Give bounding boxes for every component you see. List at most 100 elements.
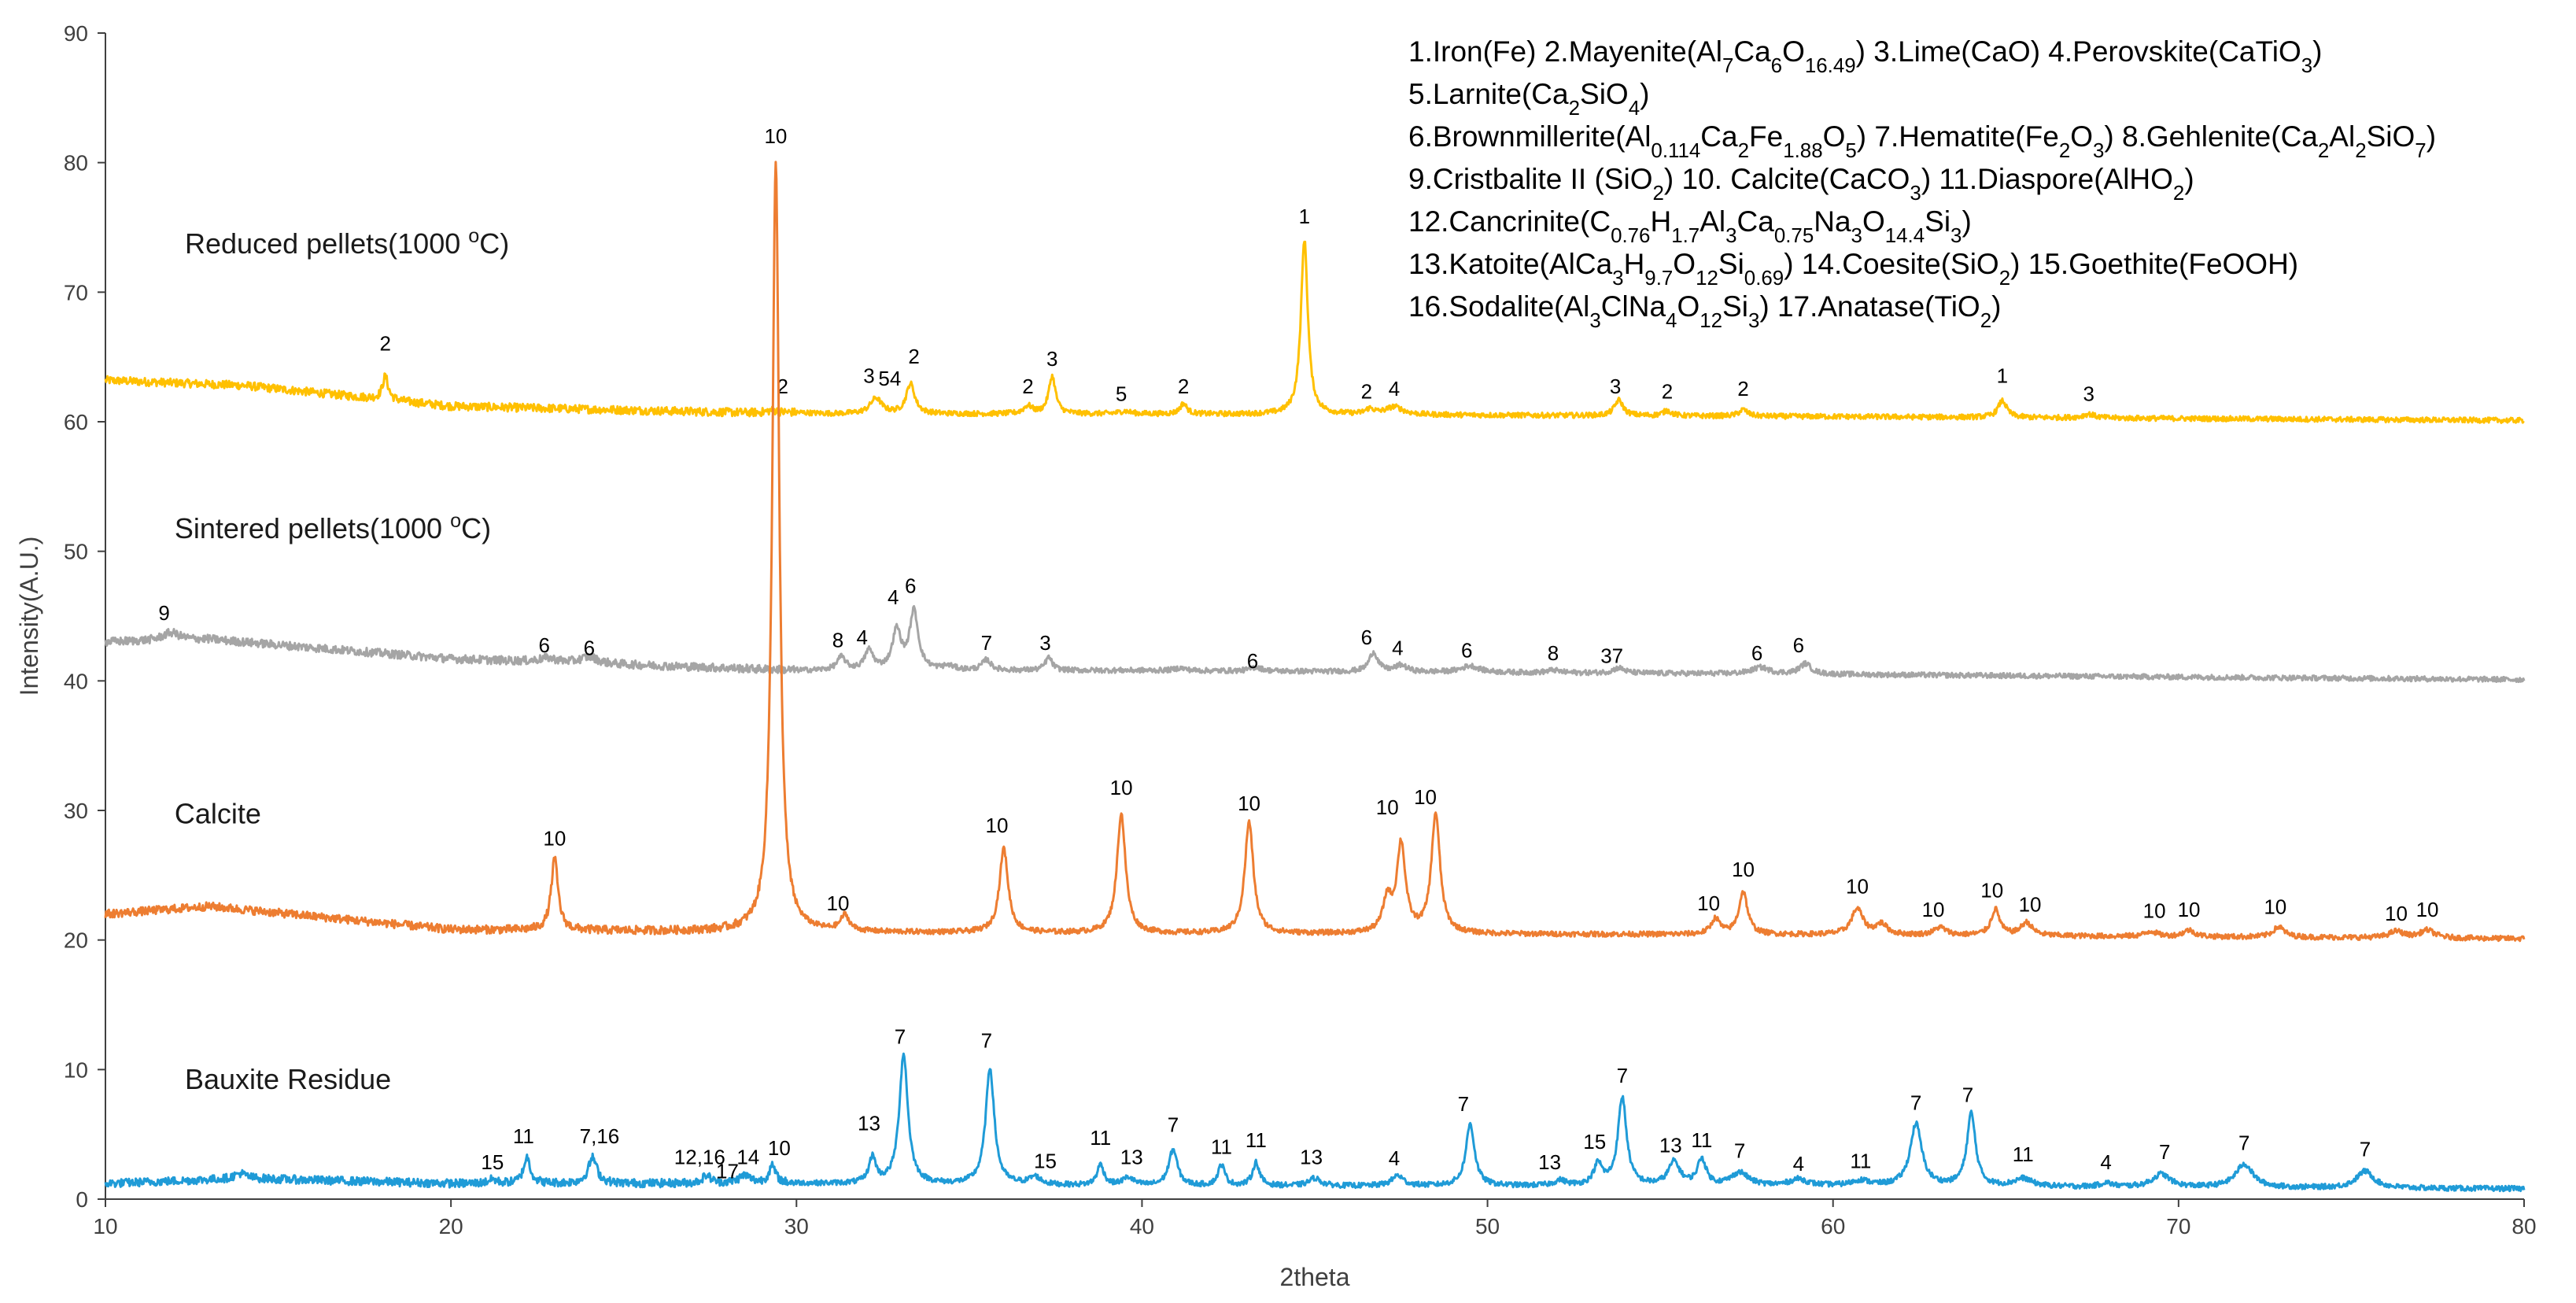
- peak-label: 10: [1376, 795, 1399, 819]
- peak-label: 1: [1997, 364, 2008, 388]
- y-tick-label: 10: [64, 1058, 88, 1082]
- series-name-label: Reduced pellets(1000 oC): [185, 225, 509, 260]
- y-tick-label: 90: [64, 21, 88, 46]
- peak-label: 3: [2083, 382, 2094, 406]
- peak-label: 6: [1751, 641, 1762, 665]
- x-tick-label: 40: [1130, 1214, 1154, 1238]
- peak-label: 2: [908, 345, 919, 368]
- phase-legend: 1.Iron(Fe) 2.Mayenite(Al7Ca6O16.49) 3.Li…: [1408, 35, 2436, 332]
- peak-label: 6: [538, 633, 549, 657]
- series-line: [104, 161, 2526, 943]
- peak-label: 3: [1046, 347, 1057, 371]
- peak-label: 10: [1414, 785, 1437, 809]
- x-tick-label: 30: [784, 1214, 809, 1238]
- x-axis-ticks: 10 20 30 40 50 60 70 80: [93, 1199, 2537, 1238]
- y-tick-label: 70: [64, 280, 88, 305]
- peak-label: 7: [1168, 1113, 1179, 1136]
- peak-label: 10: [2385, 902, 2408, 925]
- peak-label: 15: [1034, 1149, 1057, 1172]
- peak-label: 3: [1610, 375, 1621, 398]
- peak-label: 11: [1691, 1128, 1712, 1152]
- peak-label: 11: [2013, 1142, 2034, 1166]
- peak-label: 4: [1793, 1152, 1804, 1176]
- peak-label: 10: [2143, 899, 2166, 923]
- legend-line: 12.Cancrinite(C0.76H1.7Al3Ca0.75Na3O14.4…: [1408, 205, 1972, 247]
- peak-label: 4: [1392, 636, 1403, 659]
- peak-label: 10: [2019, 892, 2042, 916]
- series-name-label: Calcite: [175, 797, 261, 829]
- peak-label: 2: [1737, 377, 1748, 400]
- peak-label: 6: [1793, 633, 1804, 657]
- peak-label: 7,16: [580, 1124, 620, 1148]
- peak-label: 7: [2238, 1131, 2249, 1154]
- peak-label: 3: [1039, 631, 1050, 655]
- peak-label: 4: [1389, 377, 1400, 400]
- legend-line: 9.Cristbalite II (SiO2) 10. Calcite(CaCO…: [1408, 163, 2194, 205]
- series-line: [104, 240, 2525, 424]
- peak-label: 17: [716, 1160, 739, 1183]
- peak-label: 11: [1850, 1149, 1871, 1172]
- x-tick-label: 60: [1821, 1214, 1845, 1238]
- peak-label: 7: [1617, 1064, 1628, 1087]
- y-tick-label: 20: [64, 928, 88, 953]
- y-tick-label: 50: [64, 540, 88, 564]
- peak-label: 4: [888, 585, 899, 609]
- peak-label: 2: [1178, 375, 1189, 398]
- peak-label: 9: [158, 601, 169, 625]
- peak-label: 14: [736, 1146, 759, 1169]
- peak-label: 54: [878, 367, 901, 390]
- series-2: Calcite 10 10 10 10 10 10 10 10 10 10 10 10 10 10 10 10 1…: [104, 124, 2526, 943]
- y-axis-ticks: 0 10 20 30 40 50 60 70 80 90: [64, 21, 105, 1212]
- peak-label: 4: [2100, 1150, 2111, 1174]
- peak-label: 6: [1361, 626, 1372, 649]
- peak-label: 10: [2178, 898, 2201, 921]
- peak-label: 10: [543, 826, 566, 850]
- peak-label: 13: [1659, 1134, 1682, 1157]
- peak-label: 13: [1120, 1146, 1143, 1169]
- x-tick-label: 20: [439, 1214, 463, 1238]
- peak-label: 13: [1538, 1150, 1561, 1174]
- peak-label: 10: [2416, 898, 2439, 921]
- x-tick-label: 80: [2511, 1214, 2536, 1238]
- series-name-label: Sintered pellets(1000 oC): [175, 510, 491, 544]
- peak-label: 10: [1110, 776, 1133, 799]
- peak-label: 5: [1116, 382, 1127, 406]
- y-tick-label: 0: [76, 1187, 88, 1212]
- peak-label: 11: [1246, 1128, 1267, 1152]
- x-tick-label: 70: [2166, 1214, 2190, 1238]
- y-tick-label: 30: [64, 799, 88, 823]
- legend-line: 5.Larnite(Ca2SiO4): [1408, 78, 1649, 120]
- peak-label: 15: [481, 1150, 504, 1174]
- series-line: [104, 1052, 2526, 1193]
- peak-label: 2: [1022, 375, 1033, 398]
- peak-label: 2: [777, 375, 788, 398]
- peak-label: 10: [1980, 878, 2003, 902]
- peak-label: 10: [768, 1136, 791, 1160]
- legend-line: 13.Katoite(AlCa3H9.7O12Si0.69) 14.Coesit…: [1408, 248, 2298, 290]
- peak-label: 7: [2360, 1138, 2371, 1161]
- peak-label: 37: [1600, 644, 1623, 667]
- x-tick-label: 50: [1475, 1214, 1500, 1238]
- series-name-label: Bauxite Residue: [185, 1063, 391, 1095]
- peak-label: 10: [986, 814, 1009, 837]
- peak-label: 8: [832, 629, 843, 652]
- peak-label: 6: [584, 636, 595, 659]
- peak-label: 7: [2159, 1140, 2170, 1164]
- y-tick-label: 60: [64, 410, 88, 434]
- peak-label: 10: [764, 124, 787, 148]
- y-axis-title: Intensity(A.U.): [15, 537, 43, 696]
- peak-label: 7: [981, 1028, 992, 1052]
- peak-label: 6: [1247, 649, 1258, 673]
- peak-label: 10: [827, 891, 850, 915]
- peak-label: 13: [1300, 1146, 1323, 1169]
- peak-label: 15: [1583, 1130, 1606, 1154]
- peak-label: 7: [1910, 1091, 1921, 1114]
- peak-label: 12,16: [674, 1146, 725, 1169]
- peak-label: 11: [1090, 1126, 1111, 1150]
- peak-label: 10: [1846, 874, 1869, 898]
- peak-label: 10: [1922, 898, 1945, 921]
